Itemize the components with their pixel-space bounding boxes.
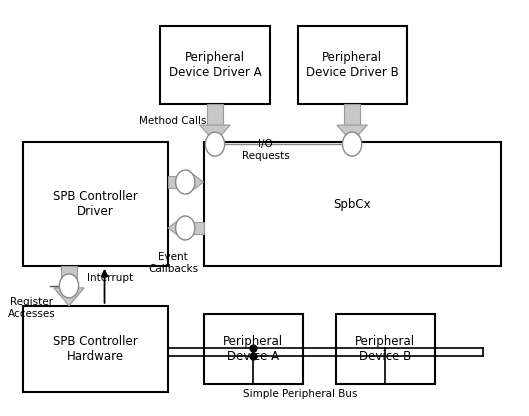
Text: I/O
Requests: I/O Requests <box>242 139 289 161</box>
Ellipse shape <box>176 216 195 240</box>
Ellipse shape <box>176 170 195 194</box>
Polygon shape <box>344 104 360 125</box>
Polygon shape <box>200 125 230 142</box>
Ellipse shape <box>342 132 362 156</box>
Text: SpbCx: SpbCx <box>333 198 371 210</box>
Text: Simple Peripheral Bus: Simple Peripheral Bus <box>243 389 357 399</box>
Polygon shape <box>188 170 204 194</box>
Ellipse shape <box>59 274 79 298</box>
Bar <box>160 26 270 104</box>
Text: SPB Controller
Hardware: SPB Controller Hardware <box>53 335 138 363</box>
Ellipse shape <box>205 132 225 156</box>
Bar <box>204 142 500 266</box>
Polygon shape <box>207 104 223 125</box>
Bar <box>204 314 303 384</box>
Text: Method Calls: Method Calls <box>139 116 206 126</box>
Polygon shape <box>61 266 77 288</box>
Polygon shape <box>337 125 367 142</box>
Text: Register
Accesses: Register Accesses <box>8 297 56 319</box>
Polygon shape <box>184 222 204 234</box>
Text: Peripheral
Device B: Peripheral Device B <box>355 335 415 363</box>
Text: Peripheral
Device Driver A: Peripheral Device Driver A <box>169 51 261 79</box>
Text: Peripheral
Device Driver B: Peripheral Device Driver B <box>306 51 398 79</box>
Bar <box>335 314 435 384</box>
Polygon shape <box>54 288 84 306</box>
Bar <box>23 142 168 266</box>
Text: Interrupt: Interrupt <box>87 273 133 283</box>
Text: Event
Callbacks: Event Callbacks <box>148 252 198 274</box>
Bar <box>297 26 407 104</box>
Polygon shape <box>168 176 188 188</box>
Polygon shape <box>168 216 184 240</box>
Bar <box>23 306 168 392</box>
Text: Peripheral
Device A: Peripheral Device A <box>223 335 283 363</box>
Text: SPB Controller
Driver: SPB Controller Driver <box>53 190 138 218</box>
